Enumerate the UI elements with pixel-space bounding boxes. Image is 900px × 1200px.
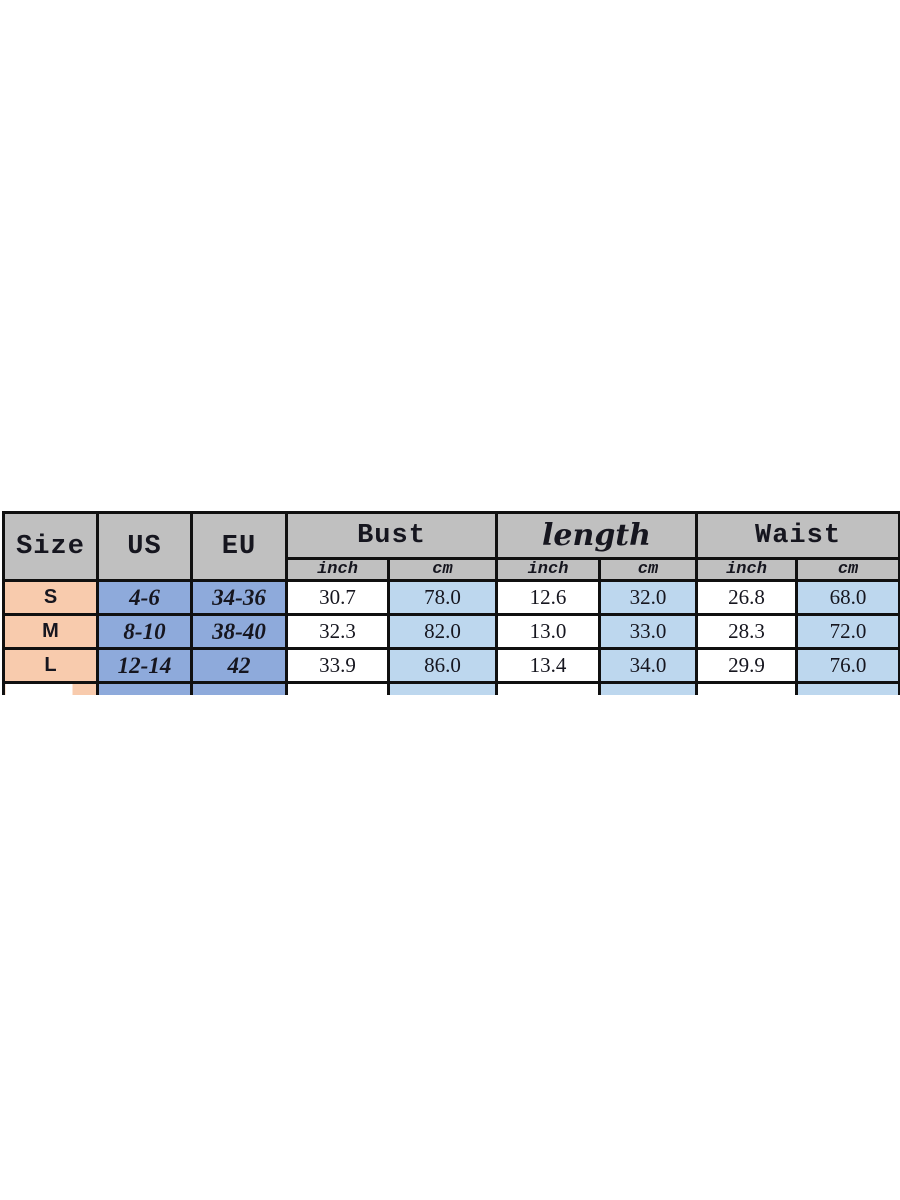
us-cell: 12-14 [96, 647, 193, 684]
partial-length-cm-cell [597, 681, 699, 695]
partial-waist-cm-cell [795, 681, 900, 695]
partial-waist-inch-cell [695, 681, 799, 695]
table-row-l: L 12-14 42 33.9 86.0 13.4 34.0 29.9 76.0 [2, 647, 900, 684]
length-inch-cell: 12.6 [495, 579, 601, 616]
waist-cm-cell: 68.0 [795, 579, 900, 616]
length-cm-cell: 33.0 [597, 613, 699, 650]
eu-cell: 38-40 [190, 613, 288, 650]
unit-header-waist-cm: cm [795, 557, 900, 582]
size-cell: M [2, 613, 99, 650]
col-header-waist: Waist [695, 511, 900, 560]
col-header-us: US [96, 511, 193, 582]
cut-off-partial-row [2, 681, 900, 695]
bust-cm-cell: 82.0 [387, 613, 498, 650]
unit-header-bust-inch: inch [285, 557, 390, 582]
bust-inch-cell: 30.7 [285, 579, 390, 616]
table-row-s: S 4-6 34-36 30.7 78.0 12.6 32.0 26.8 68.… [2, 579, 900, 616]
length-inch-cell: 13.4 [495, 647, 601, 684]
size-chart-table: Size US EU Bust length Waist inch cm inc… [2, 511, 900, 695]
header-row-units: inch cm inch cm inch cm [4, 557, 900, 582]
eu-cell: 34-36 [190, 579, 288, 616]
waist-inch-cell: 29.9 [695, 647, 799, 684]
eu-cell: 42 [190, 647, 288, 684]
bust-inch-cell: 33.9 [285, 647, 390, 684]
unit-header-length-cm: cm [597, 557, 699, 582]
length-inch-cell: 13.0 [495, 613, 601, 650]
partial-length-inch-cell [495, 681, 601, 695]
partial-size-cell [2, 681, 99, 695]
us-cell: 4-6 [96, 579, 193, 616]
waist-cm-cell: 72.0 [795, 613, 900, 650]
partial-bust-cm-cell [387, 681, 498, 695]
unit-header-waist-inch: inch [695, 557, 799, 582]
us-cell: 8-10 [96, 613, 193, 650]
unit-header-bust-cm: cm [387, 557, 498, 582]
unit-header-length-inch: inch [495, 557, 601, 582]
bust-cm-cell: 78.0 [387, 579, 498, 616]
partial-eu-cell [190, 681, 288, 695]
table-row-m: M 8-10 38-40 32.3 82.0 13.0 33.0 28.3 72… [2, 613, 900, 650]
length-cm-cell: 32.0 [597, 579, 699, 616]
bust-inch-cell: 32.3 [285, 613, 390, 650]
col-header-bust: Bust [285, 511, 498, 560]
col-header-eu: EU [190, 511, 288, 582]
partial-bust-inch-cell [285, 681, 390, 695]
col-header-size: Size [2, 511, 99, 582]
header-row-main: Size US EU Bust length Waist [2, 511, 900, 582]
bust-cm-cell: 86.0 [387, 647, 498, 684]
size-cell: L [2, 647, 99, 684]
col-header-length: length [494, 511, 699, 560]
length-cm-cell: 34.0 [597, 647, 699, 684]
waist-inch-cell: 26.8 [695, 579, 799, 616]
partial-us-cell [96, 681, 193, 695]
waist-inch-cell: 28.3 [695, 613, 799, 650]
waist-cm-cell: 76.0 [795, 647, 900, 684]
size-cell: S [2, 579, 99, 616]
